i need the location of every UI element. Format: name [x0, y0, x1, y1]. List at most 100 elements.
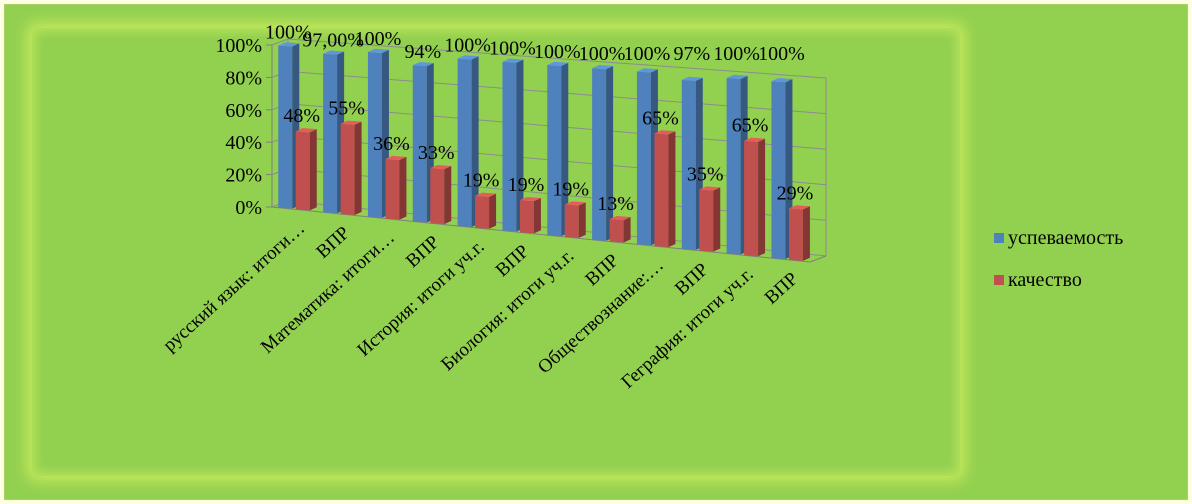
y-tick-label: 0% — [235, 197, 262, 219]
bar-kachestvo — [654, 133, 669, 248]
bar-uspevaemost — [502, 61, 517, 232]
bar-kachestvo-top — [519, 197, 541, 202]
bar-uspevaemost-top — [592, 65, 614, 70]
legend-swatch-uspevaemost — [994, 233, 1004, 243]
bar-kachestvo — [744, 140, 759, 257]
x-axis-line — [271, 206, 811, 263]
bar-kachestvo — [430, 168, 445, 225]
bar-kachestvo-side — [399, 156, 407, 220]
bar-kachestvo-top — [564, 201, 586, 206]
data-label-uspevaemost: 97% — [673, 43, 710, 65]
gridline-side — [271, 38, 289, 46]
y-tick-label: 80% — [225, 67, 262, 89]
bar-kachestvo-side — [354, 121, 362, 216]
bar-uspevaemost-top — [726, 74, 748, 79]
bar-kachestvo — [295, 131, 310, 211]
bar-uspevaemost — [367, 51, 382, 218]
bar-kachestvo — [788, 208, 803, 261]
bar-uspevaemost-side — [606, 66, 614, 241]
bar-uspevaemost — [412, 65, 427, 223]
data-label-kachestvo: 55% — [328, 98, 365, 120]
x-tick-label: ВПР — [312, 223, 354, 263]
data-label-uspevaemost: 100% — [713, 43, 760, 65]
data-label-kachestvo: 19% — [463, 170, 500, 192]
bar-uspevaemost-top — [457, 55, 479, 60]
bar-uspevaemost-top — [323, 50, 345, 55]
bar-uspevaemost-side — [561, 62, 569, 237]
bar-kachestvo-top — [295, 128, 317, 133]
data-label-kachestvo: 19% — [508, 174, 545, 196]
data-label-kachestvo: 33% — [418, 142, 455, 164]
bar-kachestvo-top — [744, 137, 766, 142]
floor-edge — [809, 255, 827, 263]
bar-kachestvo-top — [430, 165, 452, 170]
bar-uspevaemost — [278, 45, 293, 209]
bar-kachestvo-side — [578, 202, 586, 238]
data-label-kachestvo: 65% — [642, 107, 679, 129]
x-tick-label: ВПР — [671, 259, 713, 299]
data-label-uspevaemost: 100% — [444, 34, 491, 56]
bar-uspevaemost — [771, 81, 786, 260]
bar-kachestvo-side — [533, 198, 541, 234]
bar-uspevaemost — [592, 68, 607, 241]
bar-uspevaemost-top — [278, 42, 300, 47]
y-tick-label: 20% — [225, 165, 262, 187]
bar-uspevaemost-top — [681, 76, 703, 81]
data-label-kachestvo: 48% — [283, 105, 320, 127]
bar-uspevaemost-side — [516, 59, 524, 232]
bar-uspevaemost — [547, 64, 562, 237]
bar-kachestvo-top — [609, 215, 631, 221]
bar-kachestvo-side — [444, 166, 452, 225]
y-tick-label: 100% — [215, 35, 262, 57]
bar-kachestvo-side — [713, 187, 721, 252]
bar-uspevaemost-top — [771, 78, 793, 83]
data-label-kachestvo: 36% — [373, 133, 410, 155]
bar-uspevaemost-side — [471, 56, 479, 227]
bar-kachestvo-side — [802, 206, 810, 261]
y-tick-label: 40% — [225, 132, 262, 154]
data-label-uspevaemost: 100% — [758, 43, 805, 65]
bar-kachestvo — [609, 219, 624, 243]
bar-uspevaemost — [636, 71, 651, 246]
data-label-kachestvo: 13% — [597, 193, 634, 215]
bar-kachestvo — [475, 195, 490, 229]
bar-kachestvo-side — [309, 129, 317, 211]
bar-kachestvo-top — [699, 186, 721, 191]
data-label-kachestvo: 19% — [552, 178, 589, 200]
bar-kachestvo-side — [668, 131, 676, 248]
bar-uspevaemost — [323, 53, 338, 214]
bar-kachestvo-top — [654, 130, 676, 135]
bar-kachestvo — [699, 189, 714, 252]
data-label-uspevaemost: 100% — [534, 41, 581, 63]
x-tick-label: ВПР — [492, 241, 534, 281]
data-label-uspevaemost: 100% — [265, 21, 312, 43]
data-label-uspevaemost: 100% — [579, 43, 626, 65]
bar-uspevaemost — [681, 79, 696, 250]
bar-kachestvo — [564, 204, 579, 238]
bar-kachestvo-top — [385, 155, 407, 161]
bar-uspevaemost-top — [502, 58, 524, 63]
bar-uspevaemost-top — [367, 48, 389, 53]
data-label-kachestvo: 65% — [732, 115, 769, 137]
gridline — [287, 38, 827, 79]
x-tick-label: ВПР — [761, 268, 803, 308]
bar-kachestvo-top — [788, 205, 810, 210]
bar-kachestvo-top — [340, 120, 362, 125]
bar-uspevaemost-top — [412, 62, 434, 67]
legend-swatch-kachestvo — [994, 275, 1004, 285]
bar-kachestvo — [519, 200, 534, 234]
data-label-kachestvo: 29% — [777, 182, 814, 204]
bar-kachestvo — [340, 123, 355, 216]
data-label-uspevaemost: 94% — [404, 41, 441, 63]
x-tick-label: ВПР — [581, 250, 623, 290]
legend-label: успеваемость — [1008, 227, 1123, 249]
bar-kachestvo — [385, 159, 400, 220]
bar-uspevaemost — [726, 77, 741, 255]
data-label-uspevaemost: 100% — [489, 38, 536, 60]
y-tick-label: 60% — [225, 100, 262, 122]
bar-kachestvo-side — [758, 138, 766, 257]
bar-kachestvo-side — [623, 216, 631, 243]
data-label-uspevaemost: 100% — [355, 28, 402, 50]
bar-kachestvo-side — [489, 193, 497, 229]
